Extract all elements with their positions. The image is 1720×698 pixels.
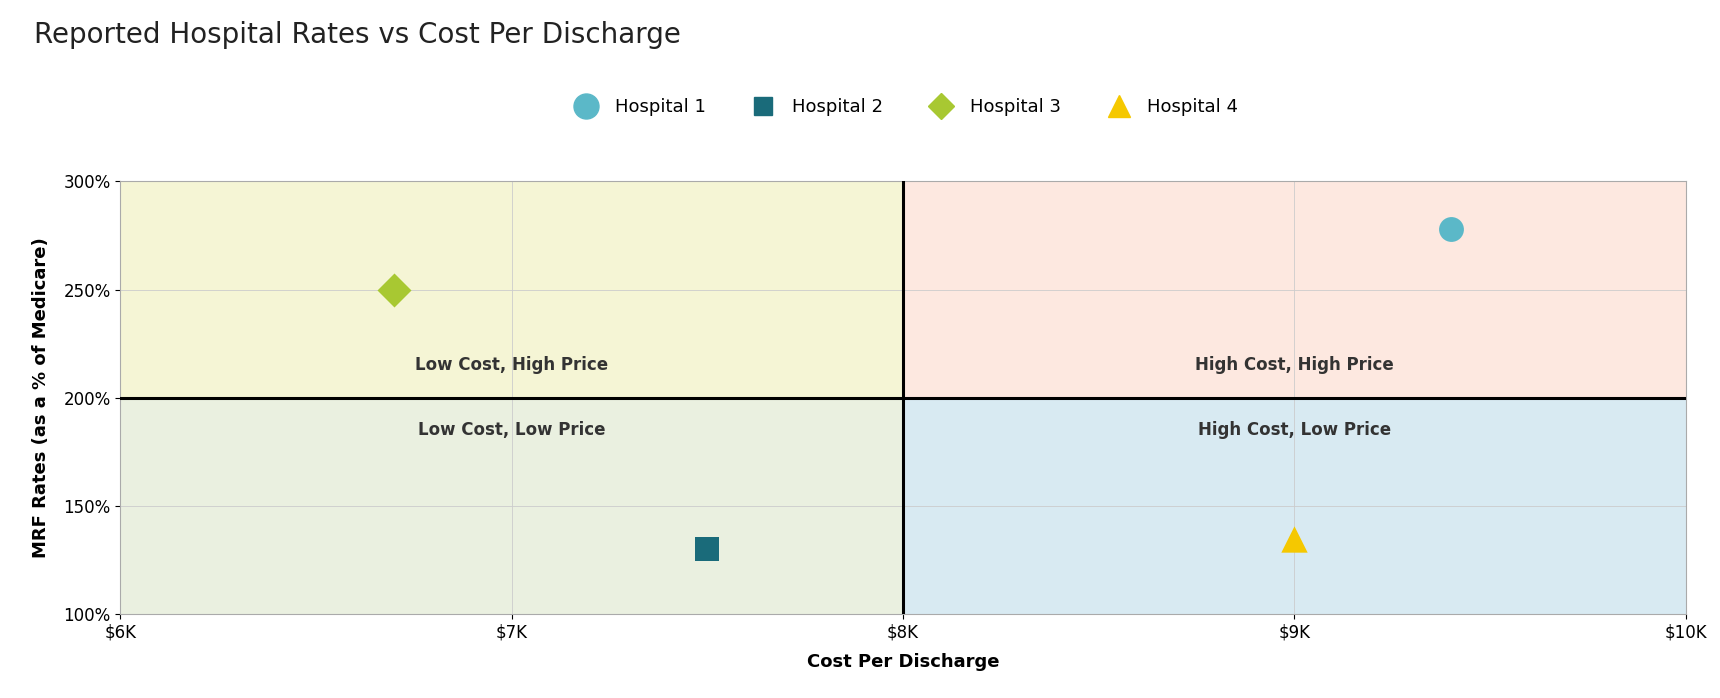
X-axis label: Cost Per Discharge: Cost Per Discharge [807, 653, 999, 671]
Legend: Hospital 1, Hospital 2, Hospital 3, Hospital 4: Hospital 1, Hospital 2, Hospital 3, Hosp… [568, 98, 1238, 116]
Text: Reported Hospital Rates vs Cost Per Discharge: Reported Hospital Rates vs Cost Per Disc… [34, 21, 681, 49]
Point [693, 544, 721, 555]
Text: High Cost, Low Price: High Cost, Low Price [1197, 422, 1391, 439]
Point [1280, 533, 1309, 544]
Point [380, 284, 408, 295]
Point [1438, 223, 1465, 235]
Y-axis label: MRF Rates (as a % of Medicare): MRF Rates (as a % of Medicare) [31, 237, 50, 558]
Text: High Cost, High Price: High Cost, High Price [1195, 357, 1393, 374]
Text: Low Cost, Low Price: Low Cost, Low Price [418, 422, 605, 439]
Text: Low Cost, High Price: Low Cost, High Price [415, 357, 609, 374]
